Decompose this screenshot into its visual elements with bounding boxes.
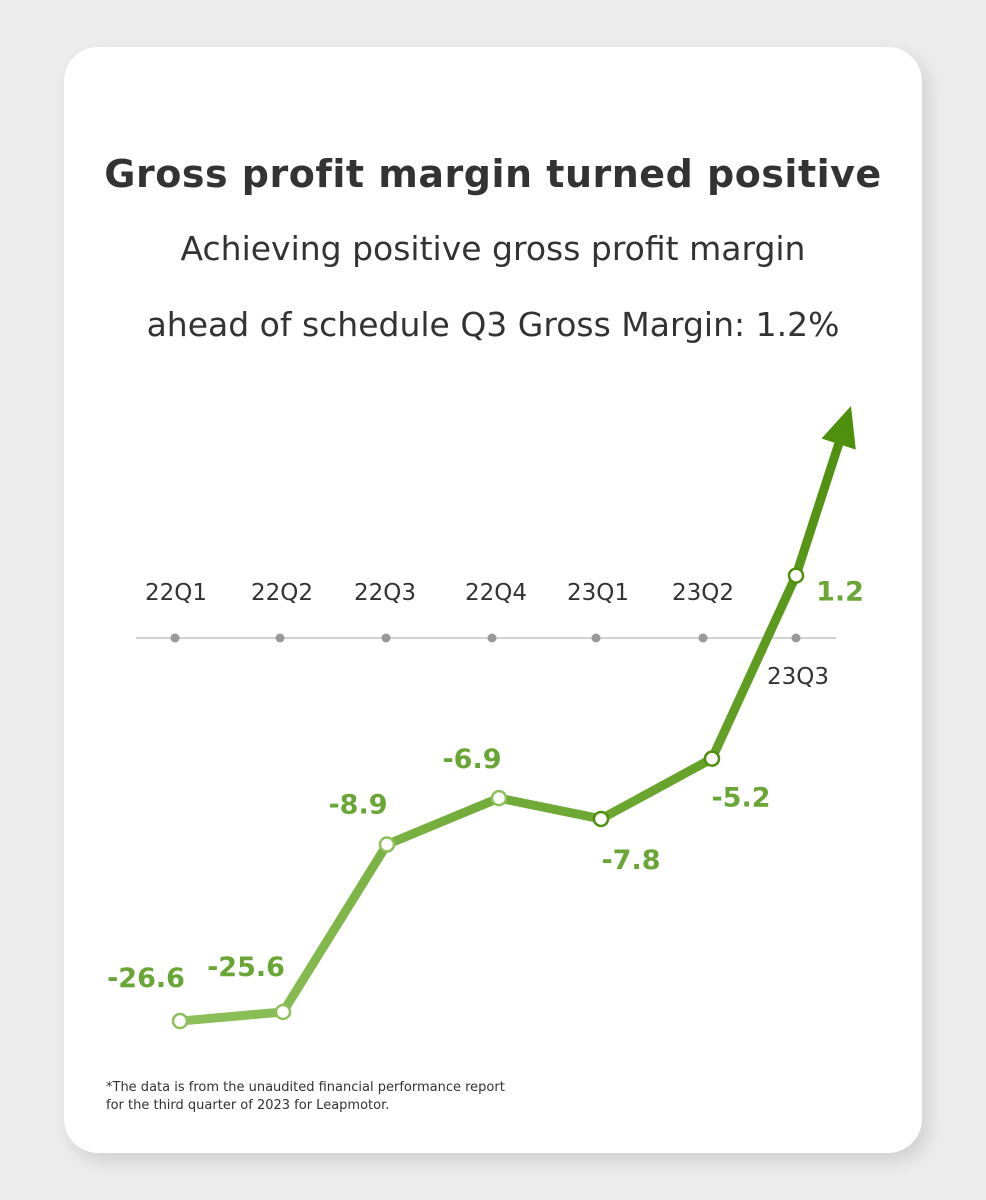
- footnote-line2: for the third quarter of 2023 for Leapmo…: [106, 1098, 390, 1113]
- chart-title: Gross profit margin turned positive: [104, 152, 882, 196]
- data-point: [787, 567, 805, 584]
- chart-card: [64, 47, 922, 1153]
- axis-dot: [170, 633, 180, 643]
- data-point: [378, 836, 396, 853]
- data-point: [703, 750, 721, 767]
- x-tick-label: 23Q1: [567, 580, 629, 606]
- axis-dot: [791, 633, 801, 643]
- data-point: [490, 789, 508, 807]
- x-tick-label: 22Q2: [251, 580, 313, 606]
- data-value-label: -25.6: [207, 952, 285, 983]
- chart-subtitle-line2: ahead of schedule Q3 Gross Margin: 1.2%: [146, 305, 840, 344]
- trend-arrow-head: [821, 406, 856, 450]
- data-value-label: 1.2: [816, 577, 864, 608]
- axis-dot: [487, 633, 497, 643]
- axis-dot: [591, 633, 601, 643]
- data-point: [171, 1012, 189, 1030]
- data-point: [274, 1003, 292, 1021]
- chart-subtitle-line1: Achieving positive gross profit margin: [180, 229, 806, 268]
- x-tick-label: 23Q3: [767, 664, 829, 690]
- data-value-label: -5.2: [711, 783, 770, 814]
- data-value-label: -6.9: [442, 744, 501, 775]
- data-point: [592, 810, 610, 828]
- footnote: *The data is from the unaudited financia…: [106, 1079, 505, 1115]
- data-value-label: -8.9: [328, 789, 387, 820]
- data-value-label: -7.8: [601, 845, 660, 876]
- x-tick-label: 22Q1: [145, 580, 207, 606]
- axis-dot: [698, 633, 708, 643]
- x-tick-label: 23Q2: [672, 580, 734, 606]
- data-value-label: -26.6: [107, 963, 185, 994]
- gross-margin-series-line: [175, 433, 846, 1026]
- x-tick-label: 22Q4: [465, 580, 527, 606]
- x-tick-label: 22Q3: [354, 580, 416, 606]
- axis-dot: [275, 633, 285, 643]
- footnote-line1: *The data is from the unaudited financia…: [106, 1080, 505, 1095]
- axis-dot: [381, 633, 391, 643]
